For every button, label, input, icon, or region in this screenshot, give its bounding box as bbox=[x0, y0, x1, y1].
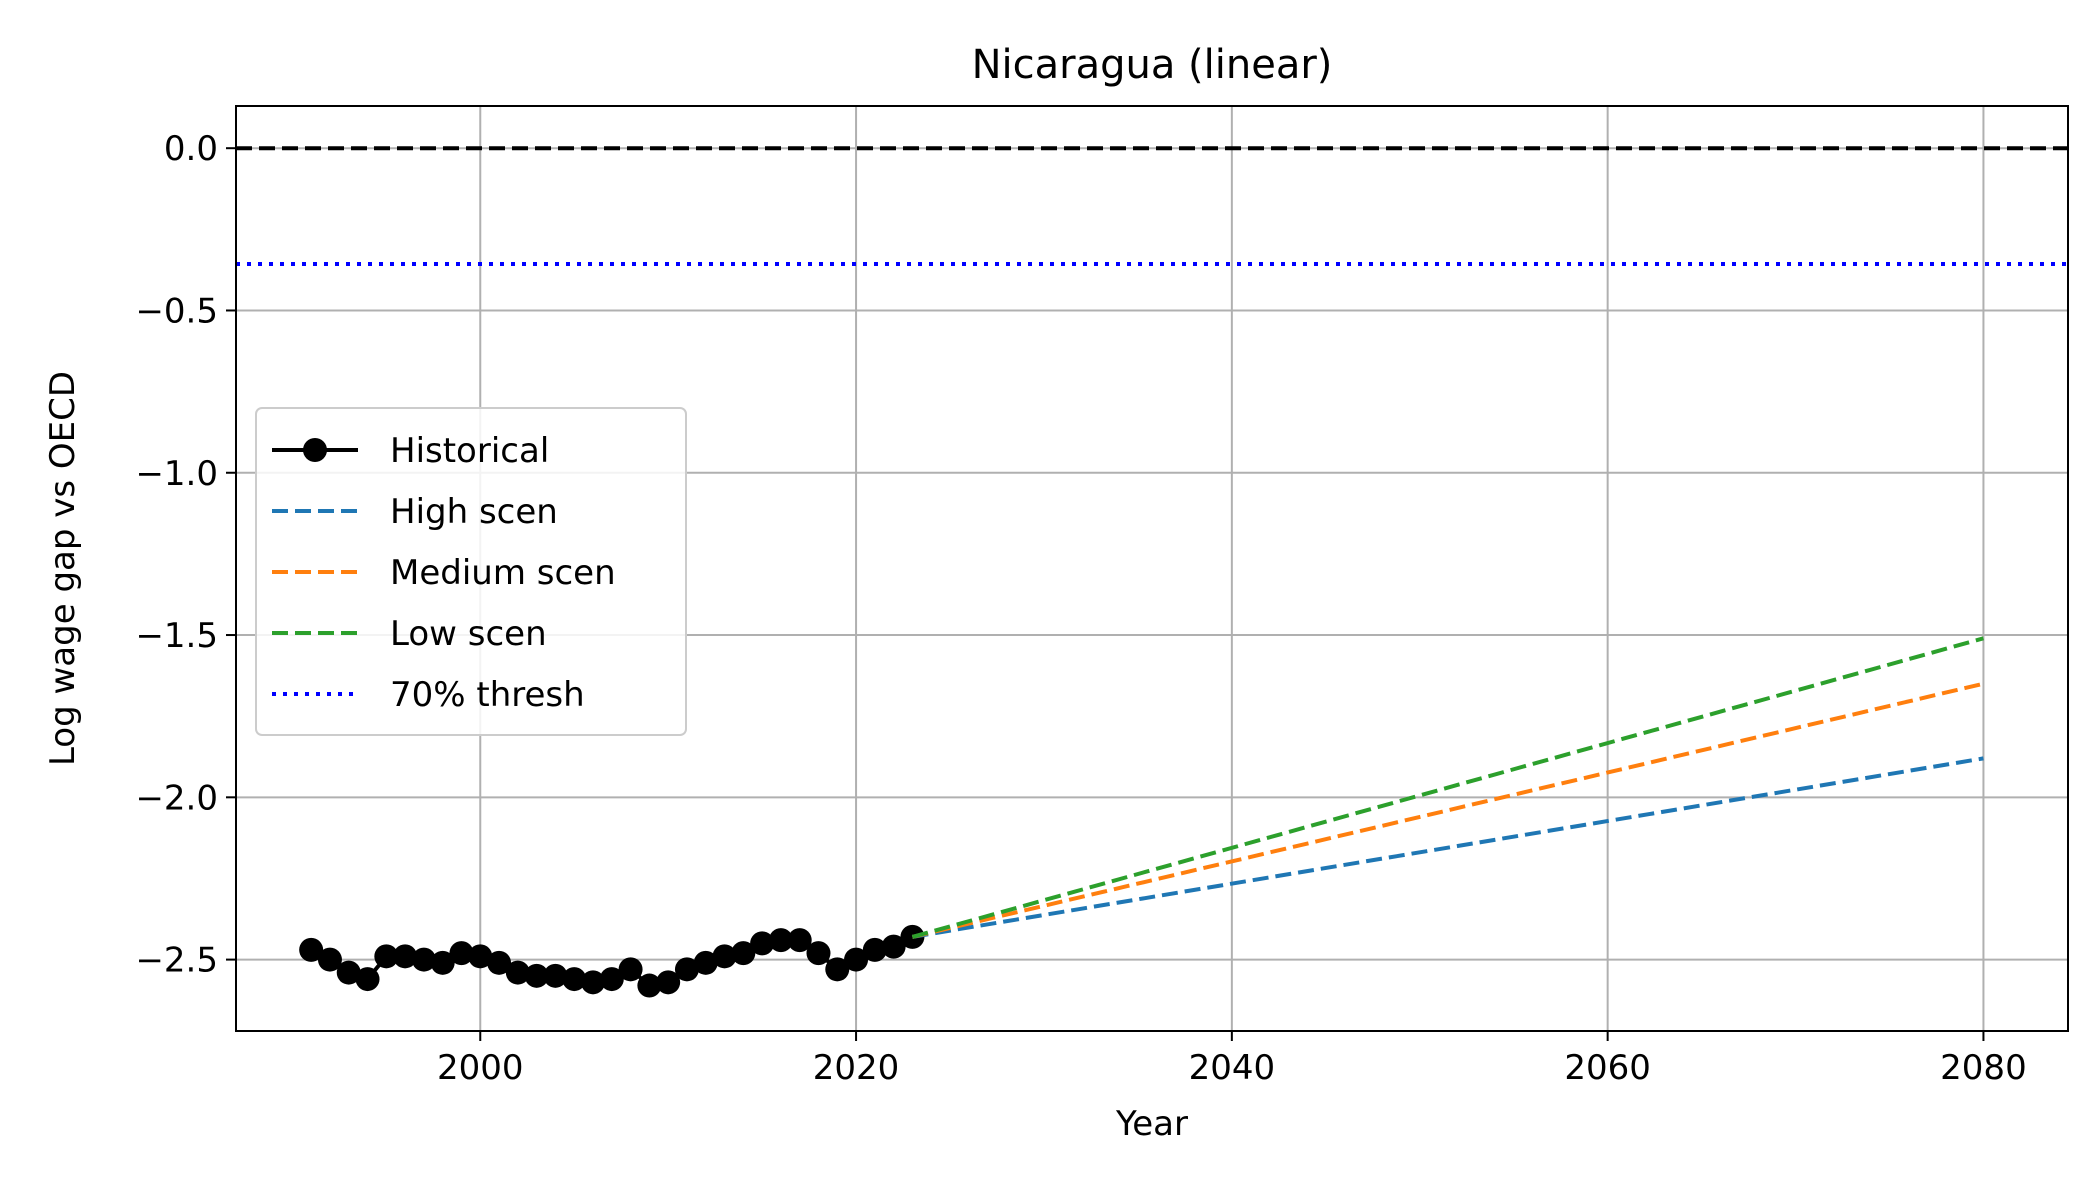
data-point bbox=[411, 947, 436, 972]
legend-label: 70% thresh bbox=[390, 675, 585, 715]
data-point bbox=[355, 967, 380, 992]
legend-label: Medium scen bbox=[390, 553, 616, 593]
data-point bbox=[787, 928, 812, 953]
data-point bbox=[581, 970, 606, 995]
data-point bbox=[806, 941, 831, 966]
x-tick-label: 2000 bbox=[437, 1048, 524, 1088]
legend: Historical High scen Medium scen Low scen 70… bbox=[255, 407, 687, 736]
data-point bbox=[393, 944, 418, 969]
x-tick-label: 2060 bbox=[1564, 1048, 1651, 1088]
data-point bbox=[374, 944, 399, 969]
legend-label: Low scen bbox=[390, 614, 547, 654]
axis-ticks: 2000 2020 2040 2060 2080 0.0 −0.5 −1.0 −1.5 −2.0 −… bbox=[135, 129, 2026, 1088]
data-point bbox=[712, 944, 737, 969]
y-tick-label: −1.0 bbox=[135, 454, 218, 494]
data-point bbox=[656, 970, 681, 995]
data-point bbox=[317, 947, 342, 972]
data-point bbox=[562, 967, 587, 992]
data-point bbox=[449, 941, 474, 966]
data-point bbox=[543, 963, 568, 988]
data-point bbox=[881, 934, 906, 959]
x-tick-label: 2040 bbox=[1189, 1048, 1276, 1088]
chart-title: Nicaragua (linear) bbox=[972, 42, 1333, 88]
data-point bbox=[505, 960, 530, 985]
data-point bbox=[524, 963, 549, 988]
legend-box bbox=[255, 407, 687, 736]
data-point bbox=[731, 941, 756, 966]
data-point bbox=[768, 928, 793, 953]
data-point bbox=[844, 947, 869, 972]
x-axis-label: Year bbox=[1115, 1104, 1188, 1144]
x-tick-label: 2020 bbox=[813, 1048, 900, 1088]
data-point bbox=[618, 957, 643, 982]
series-line-low-scen bbox=[911, 636, 1984, 939]
x-tick-label: 2080 bbox=[1940, 1048, 2027, 1088]
y-tick-label: 0.0 bbox=[164, 129, 218, 169]
data-point bbox=[674, 957, 699, 982]
data-point bbox=[862, 937, 887, 962]
data-point bbox=[430, 950, 455, 975]
data-point bbox=[487, 950, 512, 975]
legend-label: High scen bbox=[390, 492, 558, 532]
plot-frame bbox=[235, 105, 2069, 1032]
series-line-high-scen bbox=[912, 756, 1984, 939]
y-tick-label: −1.5 bbox=[135, 616, 218, 656]
data-point bbox=[637, 973, 662, 998]
y-axis-label: Log wage gap vs OECD bbox=[43, 371, 83, 766]
data-point bbox=[336, 960, 361, 985]
data-point bbox=[299, 937, 324, 962]
series-line-medium-scen bbox=[911, 681, 1984, 939]
legend-marker bbox=[303, 438, 327, 462]
data-point bbox=[693, 950, 718, 975]
y-tick-label: −2.5 bbox=[135, 941, 218, 981]
y-tick-label: −2.0 bbox=[135, 778, 218, 818]
reference-lines bbox=[236, 146, 2068, 267]
legend-label: Historical bbox=[390, 431, 549, 471]
data-point bbox=[825, 957, 850, 982]
y-tick-label: −0.5 bbox=[135, 291, 218, 331]
data-point bbox=[468, 944, 493, 969]
series-lines bbox=[299, 636, 1984, 998]
data-point bbox=[599, 967, 624, 992]
data-point bbox=[750, 931, 775, 956]
